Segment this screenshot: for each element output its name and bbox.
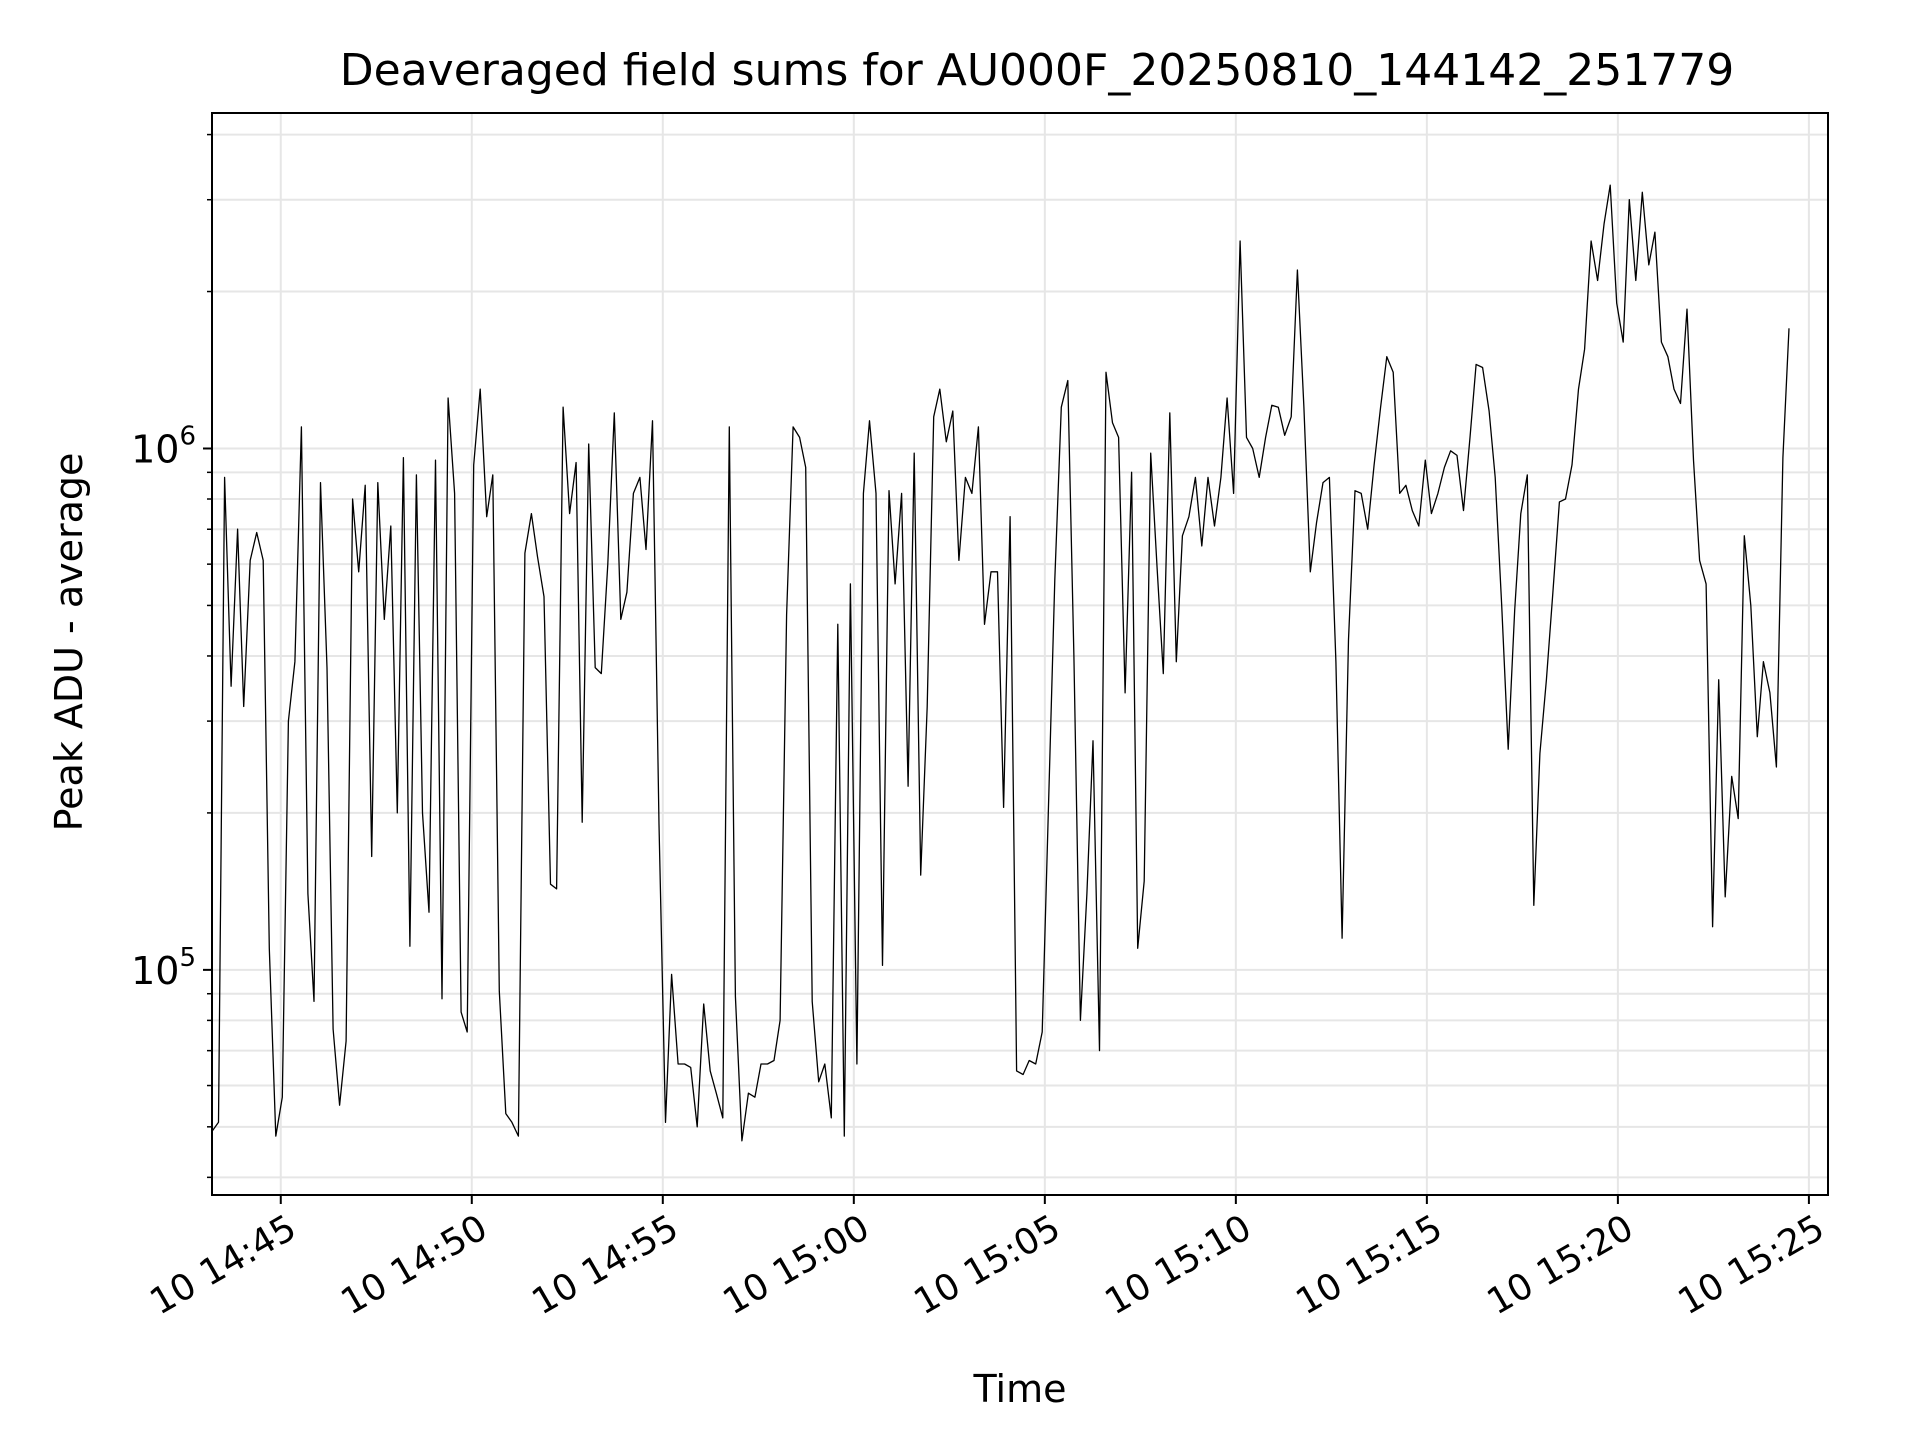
y-tick-label: 105 xyxy=(131,943,196,993)
y-tick-base: 10 xyxy=(131,427,179,471)
y-tick-base: 10 xyxy=(131,949,179,993)
series-group xyxy=(211,184,1790,1142)
plot-frame xyxy=(211,112,1829,1196)
y-tick-exponent: 6 xyxy=(179,421,196,451)
chart-title: Deaveraged field sums for AU000F_2025081… xyxy=(340,45,1734,96)
series-line xyxy=(211,184,1790,1142)
y-axis-label: Peak ADU - average xyxy=(47,453,91,832)
x-axis-label: Time xyxy=(973,1367,1067,1411)
grid-lines xyxy=(212,113,1828,1195)
y-tick-label: 106 xyxy=(131,421,196,471)
y-tick-exponent: 5 xyxy=(179,943,196,973)
